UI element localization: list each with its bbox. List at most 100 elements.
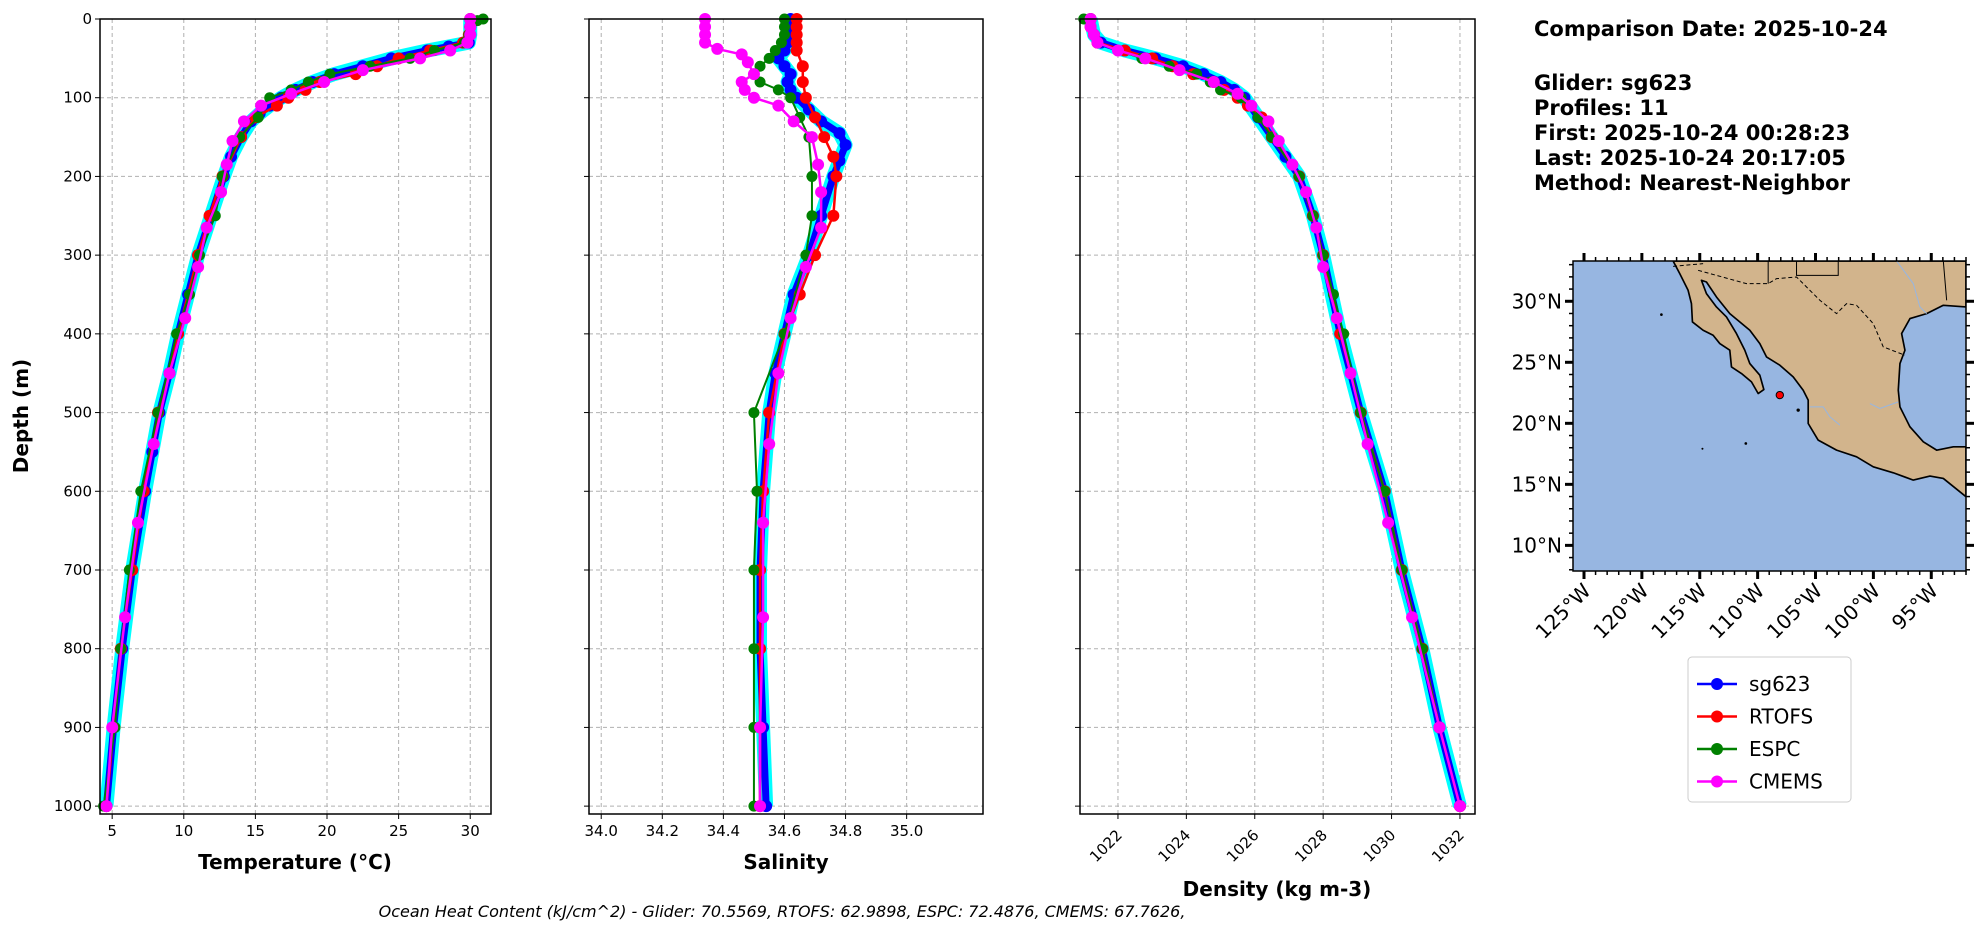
glider-name: Glider: sg623 [1534, 71, 1692, 95]
series-cmems [100, 13, 477, 813]
x-tick-label: 30 [461, 822, 480, 840]
legend-item-sg623: sg623 [1697, 672, 1810, 696]
legend-item-espc: ESPC [1697, 737, 1800, 761]
lon-tick-label: 115°W [1646, 578, 1711, 643]
data-point-cmems [1091, 36, 1104, 49]
data-point-espc [806, 210, 818, 222]
legend-marker [1711, 678, 1723, 690]
density-panel: 1022 1024 1026 1028 1030 1032 [1075, 13, 1476, 866]
ocean-heat-content-caption: Ocean Heat Content (kJ/cm^2) - Glider: 7… [379, 902, 1186, 921]
x-tick-label: 34.0 [585, 822, 618, 840]
data-point-cmems [1173, 64, 1186, 77]
x-tick-label: 34.6 [768, 822, 801, 840]
data-point-cmems [1139, 52, 1152, 65]
data-point-cmems [255, 99, 268, 112]
data-point-cmems [1300, 186, 1313, 199]
x-tick-label: 1026 [1223, 826, 1263, 866]
data-point-espc [806, 170, 818, 182]
data-point-cmems [772, 99, 785, 112]
data-point-cmems [699, 36, 712, 49]
data-point-cmems [285, 87, 298, 100]
legend-marker [1711, 743, 1723, 755]
data-point-cmems [200, 221, 213, 234]
data-point-cmems [757, 611, 770, 624]
axes-frame [1079, 18, 1476, 815]
y-tick-label: 300 [63, 246, 92, 264]
data-point-cmems [1111, 44, 1124, 57]
y-tick-label: 100 [63, 89, 92, 107]
lat-tick-label: 30°N [1512, 289, 1562, 313]
data-point-cmems [815, 186, 828, 199]
data-point-rtofs [830, 170, 843, 183]
x-tick-label: 1030 [1360, 826, 1400, 866]
data-point-cmems [179, 312, 192, 325]
data-point-espc [751, 485, 763, 497]
data-point-rtofs [796, 60, 809, 73]
data-point-espc [748, 407, 760, 419]
data-point-espc [252, 111, 264, 123]
data-point-cmems [805, 131, 818, 144]
salinity-panel: 34.0 34.2 34.4 34.6 34.8 35.0 [584, 13, 984, 840]
data-point-cmems [747, 91, 760, 104]
y-tick-label: 500 [63, 404, 92, 422]
legend-box [1687, 656, 1852, 803]
data-point-cmems [1453, 800, 1466, 813]
data-point-cmems [192, 260, 205, 273]
series-cmems [1084, 13, 1466, 813]
data-point-rtofs [799, 91, 812, 104]
data-point-cmems [1317, 260, 1330, 273]
data-point-cmems [815, 221, 828, 234]
data-point-espc [769, 44, 781, 56]
data-point-espc [778, 21, 790, 33]
data-point-espc [785, 92, 797, 104]
data-point-cmems [318, 75, 331, 88]
comparison-date: Comparison Date: 2025-10-24 [1534, 17, 1888, 41]
data-point-rtofs [809, 111, 822, 124]
data-point-cmems [237, 115, 250, 128]
x-tick-label: 34.2 [646, 822, 679, 840]
legend-label: CMEMS [1749, 770, 1823, 794]
legend-item-cmems: CMEMS [1697, 770, 1823, 794]
data-point-cmems [1330, 312, 1343, 325]
data-point-cmems [738, 83, 751, 96]
data-point-cmems [119, 611, 132, 624]
lat-tick-label: 20°N [1512, 411, 1562, 435]
data-point-espc [748, 564, 760, 576]
data-point-cmems [799, 260, 812, 273]
legend: sg623 RTOFS ESPC CMEMS [1687, 656, 1852, 803]
data-point-cmems [772, 367, 785, 380]
data-point-cmems [220, 158, 233, 171]
series-cmems [699, 13, 828, 813]
y-tick-label: 900 [63, 718, 92, 736]
x-tick-label: 34.4 [707, 822, 740, 840]
data-point-espc [772, 84, 784, 96]
x-tick-label: 25 [389, 822, 408, 840]
data-point-cmems [1245, 99, 1258, 112]
lat-tick-label: 10°N [1512, 533, 1562, 557]
data-point-cmems [1361, 438, 1374, 451]
data-point-cmems [1406, 611, 1419, 624]
data-point-rtofs [818, 131, 831, 144]
data-point-cmems [1382, 516, 1395, 529]
lat-tick-label: 15°N [1512, 472, 1562, 496]
data-point-cmems [444, 44, 457, 57]
lat-tick-label: 25°N [1512, 350, 1562, 374]
x-tick-label: 10 [174, 822, 193, 840]
data-point-rtofs [827, 150, 840, 163]
x-tick-label: 20 [317, 822, 336, 840]
data-point-sg623 [839, 138, 852, 151]
x-tick-label: 15 [246, 822, 265, 840]
data-point-cmems [1207, 75, 1220, 88]
y-tick-label: 700 [63, 561, 92, 579]
lon-tick-label: 125°W [1531, 578, 1596, 643]
data-point-cmems [147, 438, 160, 451]
data-point-cmems [1286, 158, 1299, 171]
data-point-espc [748, 643, 760, 655]
data-point-cmems [741, 56, 754, 69]
data-point-rtofs [827, 209, 840, 222]
data-point-cmems [461, 36, 474, 49]
salinity-axis-label: Salinity [743, 850, 828, 874]
lon-tick-label: 95°W [1887, 578, 1943, 634]
data-point-cmems [757, 516, 770, 529]
